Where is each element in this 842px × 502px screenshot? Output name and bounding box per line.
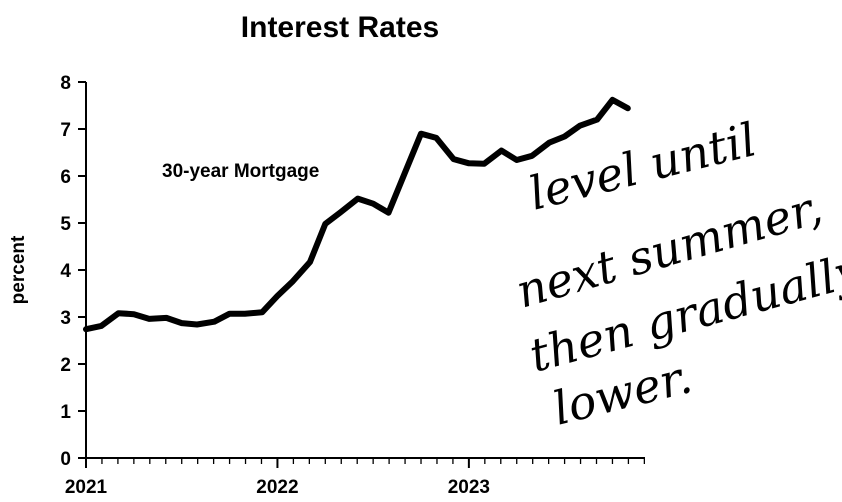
handwritten-annotation: level until next summer, then gradually … bbox=[510, 112, 842, 435]
series-label-30-year-mortgage: 30-year Mortgage bbox=[162, 161, 319, 182]
x-tick-label: 2023 bbox=[448, 477, 490, 498]
y-tick-label: 6 bbox=[60, 167, 71, 188]
series-layer bbox=[83, 96, 631, 333]
y-axis-label: percent bbox=[8, 235, 29, 304]
y-tick-label: 4 bbox=[60, 261, 71, 282]
x-tick-label: 2022 bbox=[256, 477, 298, 498]
y-tick-label: 2 bbox=[60, 355, 71, 376]
y-axis: 0 1 2 3 4 5 6 7 8 bbox=[60, 73, 87, 470]
y-tick-label: 5 bbox=[60, 214, 71, 235]
y-tick-label: 1 bbox=[60, 402, 71, 423]
x-axis: 2021 2022 2023 bbox=[65, 457, 646, 498]
y-tick-label: 0 bbox=[60, 449, 71, 470]
chart-title: Interest Rates bbox=[241, 11, 439, 44]
y-tick-label: 3 bbox=[60, 308, 71, 329]
y-tick-label: 8 bbox=[60, 73, 71, 94]
x-tick-label: 2021 bbox=[65, 477, 108, 498]
y-tick-label: 7 bbox=[60, 120, 71, 141]
series-line-30-year-mortgage bbox=[83, 96, 631, 333]
